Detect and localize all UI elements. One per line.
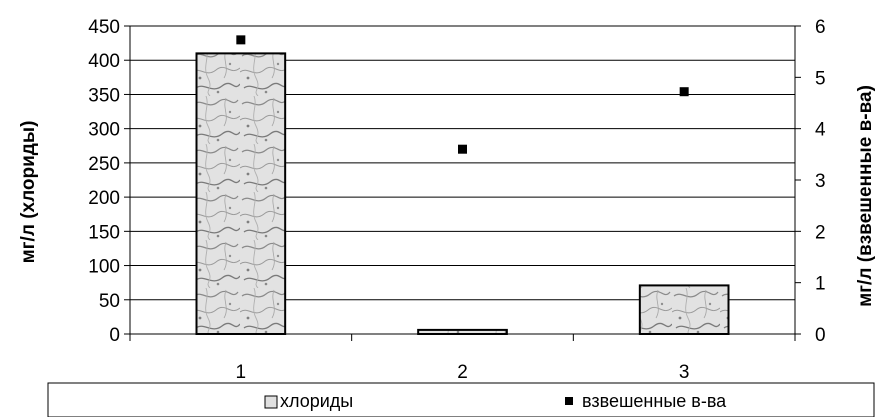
legend-label-chlorides: хлориды [280,391,353,411]
bar-chlorides [638,284,730,336]
bars [195,52,730,336]
left-tick-label: 150 [88,222,120,243]
legend-box [47,382,875,417]
bar-chlorides [195,52,287,335]
left-tick-label: 250 [88,154,120,175]
right-tick-label: 0 [815,325,826,346]
left-tick-label: 400 [88,51,120,72]
legend-label-suspended: взвешенные в-ва [582,391,727,411]
y2-axis-title: мг/л (взвешенные в-ва) [855,85,876,307]
right-tick-label: 4 [815,120,826,141]
right-tick-label: 2 [815,222,826,243]
left-tick-label: 450 [88,17,120,38]
right-tick-label: 5 [815,68,826,89]
axes [124,25,801,341]
legend-bar-swatch [264,395,278,409]
left-axis-ticks: 0 50 100 150 200 250 300 350 400 450 [88,17,120,346]
marker-suspended [236,35,246,45]
bar-chlorides [417,328,508,336]
left-tick-label: 350 [88,85,120,106]
x-tick-label: 1 [236,362,247,383]
x-tick-label: 3 [679,362,690,383]
left-tick-label: 50 [99,291,120,312]
right-tick-label: 6 [815,17,826,38]
left-tick-label: 0 [109,325,120,346]
marker-suspended [458,144,467,154]
left-tick-label: 300 [88,120,120,141]
left-tick-label: 100 [88,257,120,278]
marker-suspended [679,87,689,97]
legend-marker-swatch [565,397,573,405]
right-tick-label: 3 [815,171,826,192]
x-tick-label: 2 [457,362,468,383]
right-tick-label: 1 [815,274,826,295]
y-axis-title: мг/л (хлориды) [18,121,39,264]
legend: хлориды взвешенные в-ва [47,382,875,417]
right-axis-ticks: 0 1 2 3 4 5 6 [815,17,826,346]
markers [236,35,689,154]
x-axis-ticks: 1 2 3 [236,362,690,383]
left-tick-label: 200 [88,188,120,209]
